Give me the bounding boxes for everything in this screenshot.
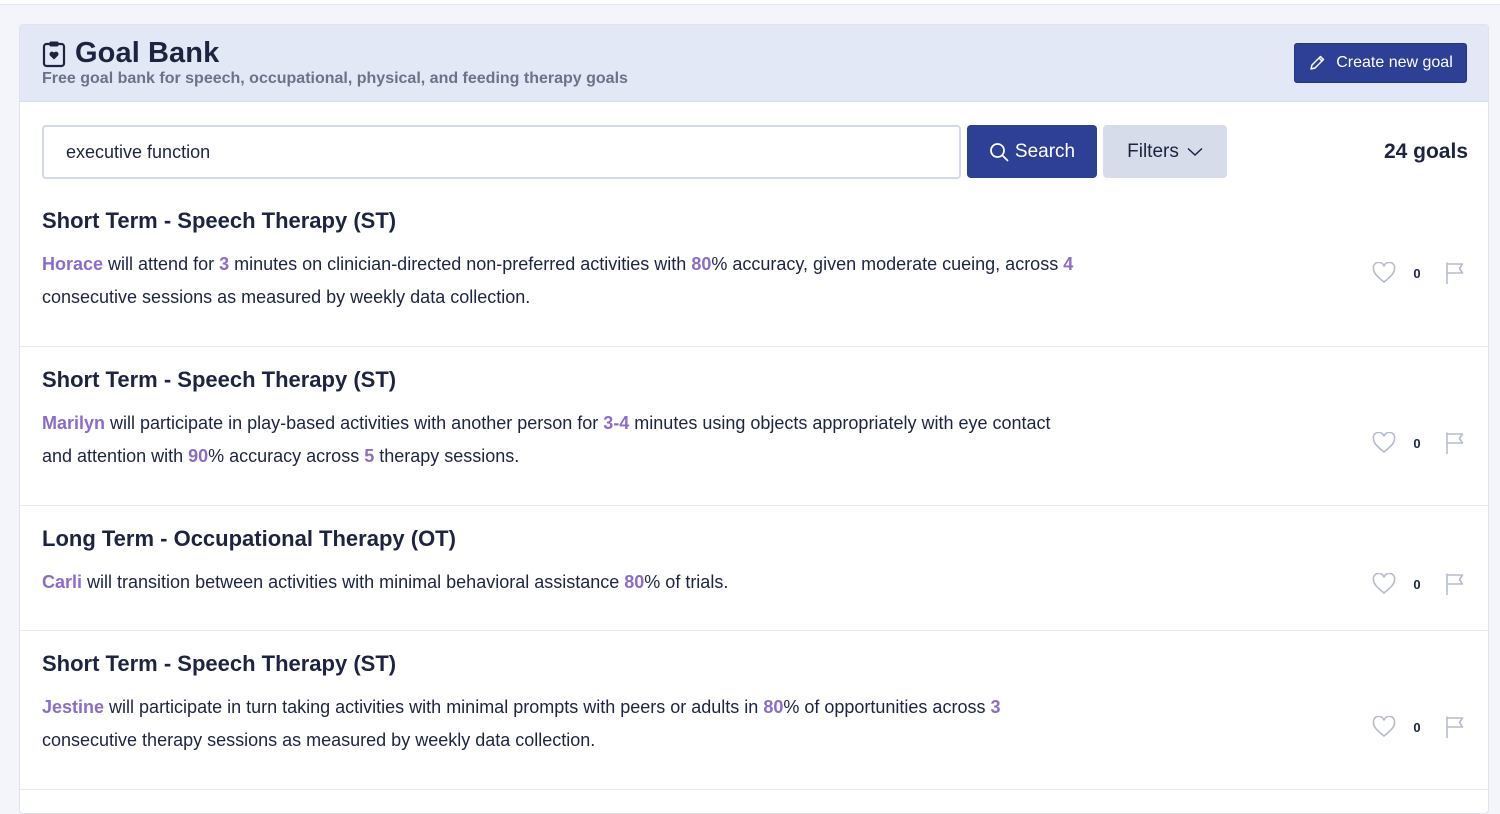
magnifier-icon xyxy=(989,142,1009,161)
search-input[interactable] xyxy=(42,125,961,179)
goal-text-segment: therapy sessions. xyxy=(374,446,520,466)
flag-icon[interactable] xyxy=(1444,572,1466,596)
heart-icon[interactable] xyxy=(1372,262,1396,284)
goal-highlight: 80 xyxy=(624,572,645,592)
goal-text: Marilyn will participate in play-based a… xyxy=(42,407,1082,473)
search-button-label: Search xyxy=(1014,140,1076,162)
goal-highlight: 80 xyxy=(691,254,712,274)
goal-card: Short Term - Speech Therapy (ST) Jestine … xyxy=(20,631,1488,790)
goal-actions: 0 xyxy=(1372,572,1466,596)
goal-text: Jestine will participate in turn taking … xyxy=(42,691,1082,757)
goal-text-segment: consecutive therapy sessions as measured… xyxy=(42,730,596,750)
filters-button-label: Filters xyxy=(1127,140,1179,162)
search-button[interactable]: Search xyxy=(967,125,1097,178)
goal-highlight: 90 xyxy=(188,446,209,466)
goal-title: Short Term - Speech Therapy (ST) xyxy=(42,651,397,676)
like-count: 0 xyxy=(1413,576,1421,592)
goal-bank-panel: Goal Bank Free goal bank for speech, occ… xyxy=(19,24,1489,814)
goal-actions: 0 xyxy=(1372,715,1466,739)
goal-title: Short Term - Speech Therapy (ST) xyxy=(42,367,397,392)
goal-actions: 0 xyxy=(1372,431,1466,455)
goal-text-segment: minutes using objects appropriately with… xyxy=(42,413,1051,466)
goal-highlight: 3-4 xyxy=(603,413,630,433)
search-row: Search Filters 24 goals xyxy=(42,125,1468,179)
goal-highlight: Jestine xyxy=(42,697,105,717)
goal-highlight: 3 xyxy=(990,697,1001,717)
goal-highlight: 3 xyxy=(219,254,230,274)
heart-icon[interactable] xyxy=(1372,432,1396,454)
goal-highlight: Horace xyxy=(42,254,104,274)
flag-icon[interactable] xyxy=(1444,431,1466,455)
flag-icon[interactable] xyxy=(1444,715,1466,739)
goal-text-segment: % accuracy, given moderate cueing, acros… xyxy=(711,254,1064,274)
filters-button[interactable]: Filters xyxy=(1103,125,1227,178)
goal-highlight: Marilyn xyxy=(42,413,106,433)
goal-text-segment: % accuracy across xyxy=(208,446,365,466)
goal-title: Short Term - Speech Therapy (ST) xyxy=(42,208,397,233)
page-title: Goal Bank xyxy=(75,37,220,69)
goal-title: Long Term - Occupational Therapy (OT) xyxy=(42,526,456,551)
goal-highlight: Carli xyxy=(42,572,83,592)
heart-icon[interactable] xyxy=(1372,716,1396,738)
goal-text-segment: minutes on clinician-directed non-prefer… xyxy=(229,254,692,274)
title-row: Goal Bank xyxy=(42,37,219,70)
chevron-down-icon xyxy=(1187,147,1203,156)
goal-text: Carli will transition between activities… xyxy=(42,566,1082,599)
goal-text-segment: % of trials. xyxy=(644,572,729,592)
goal-text-segment: will participate in play-based activitie… xyxy=(105,413,604,433)
goal-text-segment: will participate in turn taking activiti… xyxy=(104,697,764,717)
goal-text-segment: will attend for xyxy=(103,254,220,274)
pencil-icon xyxy=(1310,55,1325,70)
panel-header: Goal Bank Free goal bank for speech, occ… xyxy=(20,25,1488,102)
like-count: 0 xyxy=(1413,435,1421,451)
like-count: 0 xyxy=(1413,719,1421,735)
create-new-goal-button[interactable]: Create new goal xyxy=(1294,43,1467,83)
goal-highlight: 80 xyxy=(763,697,784,717)
goal-highlight: 5 xyxy=(364,446,375,466)
create-new-goal-label: Create new goal xyxy=(1336,54,1453,71)
goal-card: Short Term - Speech Therapy (ST) Marilyn … xyxy=(20,347,1488,506)
goal-card: Long Term - Occupational Therapy (OT) Car… xyxy=(20,506,1488,631)
goal-actions: 0 xyxy=(1372,261,1466,285)
goal-text-segment: consecutive sessions as measured by week… xyxy=(42,287,531,307)
flag-icon[interactable] xyxy=(1444,261,1466,285)
goal-list: Short Term - Speech Therapy (ST) Horace w… xyxy=(20,188,1488,790)
goal-text: Horace will attend for 3 minutes on clin… xyxy=(42,248,1082,314)
goal-text-segment: % of opportunities across xyxy=(783,697,991,717)
clipboard-heart-icon xyxy=(42,40,66,68)
goal-highlight: 4 xyxy=(1063,254,1074,274)
like-count: 0 xyxy=(1413,265,1421,281)
page-subtitle: Free goal bank for speech, occupational,… xyxy=(42,70,628,87)
goal-text-segment: will transition between activities with … xyxy=(82,572,625,592)
top-bar xyxy=(0,0,1500,5)
goal-count: 24 goals xyxy=(1383,140,1468,163)
goal-card: Short Term - Speech Therapy (ST) Horace w… xyxy=(20,188,1488,347)
heart-icon[interactable] xyxy=(1372,573,1396,595)
